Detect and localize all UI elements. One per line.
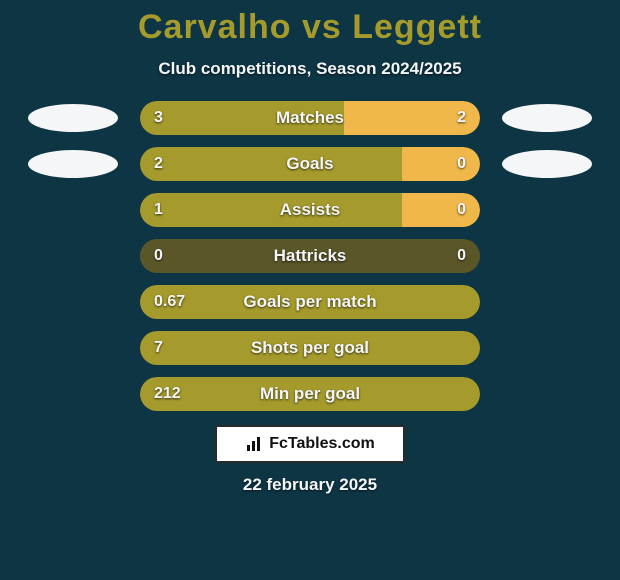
page-title: Carvalho vs Leggett	[0, 8, 620, 47]
team-badge-left	[28, 104, 118, 132]
stat-row: 212Min per goal	[0, 377, 620, 411]
team-badge-right	[502, 150, 592, 178]
stat-value-left: 212	[154, 377, 181, 411]
stat-value-left: 3	[154, 101, 163, 135]
team-badge-right	[502, 104, 592, 132]
subtitle: Club competitions, Season 2024/2025	[0, 59, 620, 79]
bar-fill-left	[140, 147, 402, 181]
stat-value-right: 0	[457, 239, 466, 273]
branding-badge: FcTables.com	[215, 425, 405, 463]
comparison-card: Carvalho vs Leggett Club competitions, S…	[0, 0, 620, 580]
stat-value-left: 0.67	[154, 285, 185, 319]
stat-label: Hattricks	[140, 239, 480, 273]
title-vs: vs	[302, 8, 342, 46]
bar-fill-left	[140, 101, 344, 135]
stat-row: 7Shots per goal	[0, 331, 620, 365]
stat-bar: 212Min per goal	[140, 377, 480, 411]
stat-value-right: 0	[457, 147, 466, 181]
stat-bar: 20Goals	[140, 147, 480, 181]
branding-label: FcTables.com	[269, 435, 375, 453]
bar-fill-full	[140, 331, 480, 365]
stat-row: 0 0Hattricks	[0, 239, 620, 273]
footer-date: 22 february 2025	[0, 475, 620, 495]
bar-fill-full	[140, 377, 480, 411]
stat-value-left: 2	[154, 147, 163, 181]
player-right-name: Leggett	[352, 8, 482, 46]
chart-icon	[245, 435, 263, 453]
bar-fill-right	[402, 147, 480, 181]
stat-value-left: 1	[154, 193, 163, 227]
stat-row: 32Matches	[0, 101, 620, 135]
stat-bar: 0.67Goals per match	[140, 285, 480, 319]
team-badge-left	[28, 150, 118, 178]
player-left-name: Carvalho	[138, 8, 292, 46]
stat-row: 0.67Goals per match	[0, 285, 620, 319]
stats-list: 32Matches20Goals10Assists00Hattricks0.67…	[0, 101, 620, 411]
stat-value-right: 0	[457, 193, 466, 227]
stat-bar: 32Matches	[140, 101, 480, 135]
stat-value-right: 2	[457, 101, 466, 135]
bar-fill-left	[140, 193, 402, 227]
stat-bar: 0 0Hattricks	[140, 239, 480, 273]
stat-bar: 10Assists	[140, 193, 480, 227]
stat-value-left: 0	[154, 239, 163, 273]
bar-fill-right	[402, 193, 480, 227]
stat-bar: 7Shots per goal	[140, 331, 480, 365]
stat-value-left: 7	[154, 331, 163, 365]
stat-row: 20Goals	[0, 147, 620, 181]
stat-row: 10Assists	[0, 193, 620, 227]
bar-fill-full	[140, 285, 480, 319]
